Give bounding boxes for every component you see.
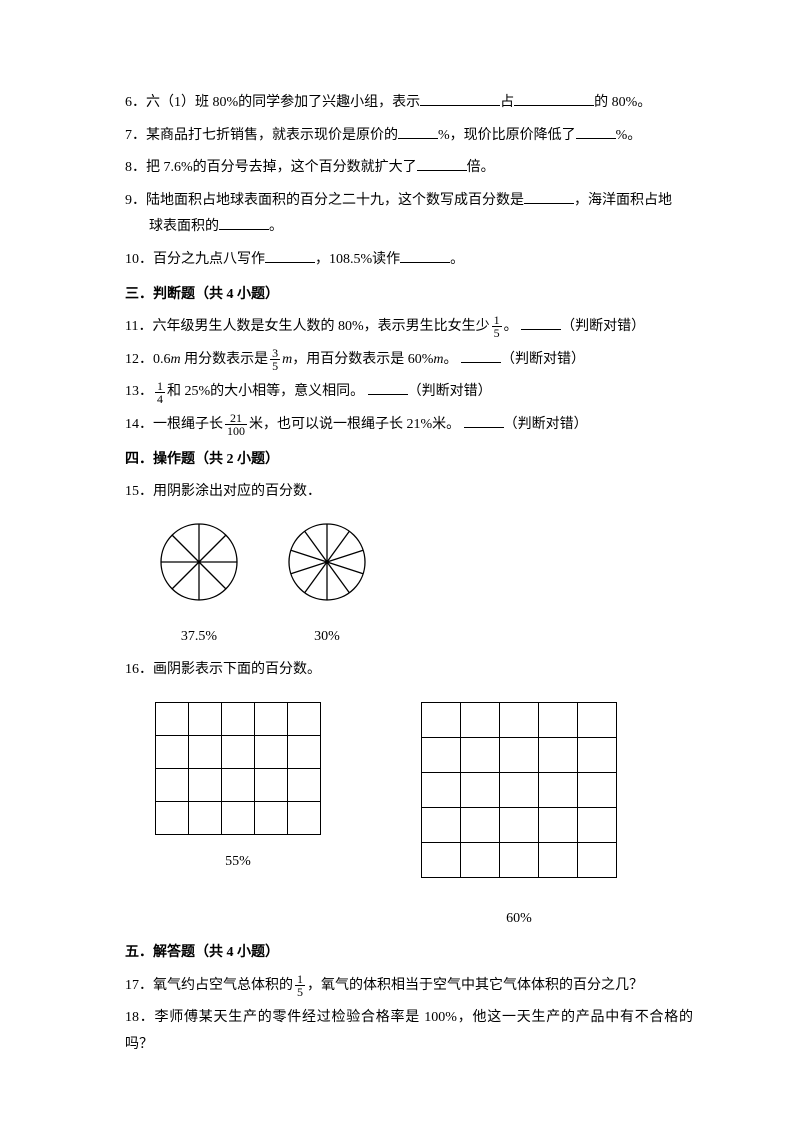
q16-num: 16．: [125, 662, 153, 677]
q11-blank[interactable]: [521, 315, 561, 330]
q7-pre: 某商品打七折销售，就表示现价是原价的: [146, 128, 398, 143]
grid-1-label: 55%: [155, 849, 321, 876]
q8-num: 8．: [125, 160, 146, 175]
question-8: 8．把 7.6%的百分号去掉，这个百分数就扩大了 倍。: [125, 155, 693, 182]
q11-frac: 15: [492, 314, 502, 339]
q13-pre: 和 25%的大小相等，意义相同。: [167, 384, 364, 399]
q12-m3: m: [433, 352, 443, 367]
q10-post: 。: [450, 252, 464, 267]
q14-post2: （判断对错）: [504, 417, 588, 432]
pie-1: 37.5%: [155, 518, 243, 651]
question-14: 14．一根绳子长21100米，也可以说一根绳子长 21%米。 （判断对错）: [125, 412, 693, 439]
q7-num: 7．: [125, 128, 146, 143]
q9-post: 。: [269, 219, 283, 234]
q11-post2: （判断对错）: [561, 319, 645, 334]
q18-num: 18．: [125, 1010, 155, 1025]
q8-post: 倍。: [467, 160, 495, 175]
q15-num: 15．: [125, 484, 153, 499]
grid-1: 55%: [155, 702, 321, 876]
question-10: 10．百分之九点八写作 ，108.5%读作 。: [125, 247, 693, 274]
question-7: 7．某商品打七折销售，就表示现价是原价的 %，现价比原价降低了 %。: [125, 123, 693, 150]
q12-m1: m: [171, 352, 181, 367]
question-6: 6．六（1）班 80%的同学参加了兴趣小组，表示 占 的 80%。: [125, 90, 693, 117]
q14-blank[interactable]: [464, 413, 504, 428]
q9-mid1: ，海洋面积占地: [574, 193, 672, 208]
q12-blank[interactable]: [461, 348, 501, 363]
grid-2-label: 60%: [421, 906, 617, 933]
q9-blank1[interactable]: [524, 189, 574, 204]
q14-num: 14．: [125, 417, 153, 432]
q14-pre: 一根绳子长: [153, 417, 223, 432]
q6-mid1: 占: [500, 95, 514, 110]
q6-num: 6．: [125, 95, 146, 110]
grid-2-table: [421, 702, 617, 878]
q10-blank1[interactable]: [265, 248, 315, 263]
q10-pre: 百分之九点八写作: [153, 252, 265, 267]
q6-post: 的 80%。: [594, 95, 651, 110]
q17-pre: 氧气约占空气总体积的: [153, 978, 293, 993]
pie-1-label: 37.5%: [155, 624, 243, 651]
q10-mid1: ，108.5%读作: [315, 252, 400, 267]
q7-blank2[interactable]: [576, 124, 616, 139]
q17-num: 17．: [125, 978, 153, 993]
q10-blank2[interactable]: [400, 248, 450, 263]
q18-text: 李师傅某天生产的零件经过检验合格率是 100%，他这一天生产的产品中有不合格的吗…: [125, 1010, 693, 1052]
section-3-title: 三．判断题（共 4 小题）: [125, 282, 693, 309]
question-15: 15．用阴影涂出对应的百分数．: [125, 479, 693, 506]
pie-1-svg: [155, 518, 243, 606]
q8-blank1[interactable]: [417, 156, 467, 171]
q14-mid1: 米，也可以说一根绳子长 21%米。: [249, 417, 460, 432]
pie-2-svg: [283, 518, 371, 606]
question-18: 18．李师傅某天生产的零件经过检验合格率是 100%，他这一天生产的产品中有不合…: [125, 1005, 693, 1058]
q9-blank2[interactable]: [219, 215, 269, 230]
question-11: 11．六年级男生人数是女生人数的 80%，表示男生比女生少15。 （判断对错）: [125, 314, 693, 341]
q12-frac: 35: [270, 347, 280, 372]
q13-num: 13．: [125, 384, 153, 399]
q9-num: 9．: [125, 193, 146, 208]
q14-frac: 21100: [225, 412, 247, 437]
q6-blank1[interactable]: [420, 91, 500, 106]
q10-num: 10．: [125, 252, 153, 267]
q12-mid1: 用分数表示是: [181, 352, 269, 367]
pie-2: 30%: [283, 518, 371, 651]
q11-num: 11．: [125, 319, 152, 334]
q12-num: 12．: [125, 352, 153, 367]
q6-pre: 六（1）班 80%的同学参加了兴趣小组，表示: [146, 95, 420, 110]
q6-blank2[interactable]: [514, 91, 594, 106]
pie-row: 37.5% 30%: [155, 518, 693, 651]
q11-post1: 。: [504, 319, 518, 334]
grid-row: 55% 60%: [155, 702, 693, 933]
q12-post2: （判断对错）: [501, 352, 585, 367]
q8-pre: 把 7.6%的百分号去掉，这个百分数就扩大了: [146, 160, 417, 175]
q16-text: 画阴影表示下面的百分数。: [153, 662, 321, 677]
q13-frac: 14: [155, 380, 165, 405]
question-9: 9．陆地面积占地球表面积的百分之二十九，这个数写成百分数是 ，海洋面积占地 球表面…: [125, 188, 693, 241]
question-12: 12．0.6m 用分数表示是35m，用百分数表示是 60%m。 （判断对错）: [125, 347, 693, 374]
q17-post: ，氧气的体积相当于空气中其它气体体积的百分之几？: [307, 978, 643, 993]
q9-line2: 球表面积的: [149, 219, 219, 234]
q12-mid2: ，用百分数表示是 60%: [292, 352, 433, 367]
q7-blank1[interactable]: [398, 124, 438, 139]
question-13: 13．14和 25%的大小相等，意义相同。 （判断对错）: [125, 379, 693, 406]
grid-2: 60%: [421, 702, 617, 933]
q7-post: %。: [616, 128, 642, 143]
q12-m2: m: [282, 352, 292, 367]
q7-mid1: %，现价比原价降低了: [438, 128, 576, 143]
q12-pre: 0.6: [153, 352, 171, 367]
q15-text: 用阴影涂出对应的百分数．: [153, 484, 321, 499]
q17-frac: 15: [295, 973, 305, 998]
q11-pre: 六年级男生人数是女生人数的 80%，表示男生比女生少: [152, 319, 489, 334]
q12-post1: 。: [444, 352, 458, 367]
q13-blank[interactable]: [368, 380, 408, 395]
pie-2-label: 30%: [283, 624, 371, 651]
section-5-title: 五．解答题（共 4 小题）: [125, 940, 693, 967]
section-4-title: 四．操作题（共 2 小题）: [125, 447, 693, 474]
question-16: 16．画阴影表示下面的百分数。: [125, 657, 693, 684]
q13-post2: （判断对错）: [408, 384, 492, 399]
q9-pre: 陆地面积占地球表面积的百分之二十九，这个数写成百分数是: [146, 193, 524, 208]
grid-1-table: [155, 702, 321, 835]
question-17: 17．氧气约占空气总体积的15，氧气的体积相当于空气中其它气体体积的百分之几？: [125, 973, 693, 1000]
